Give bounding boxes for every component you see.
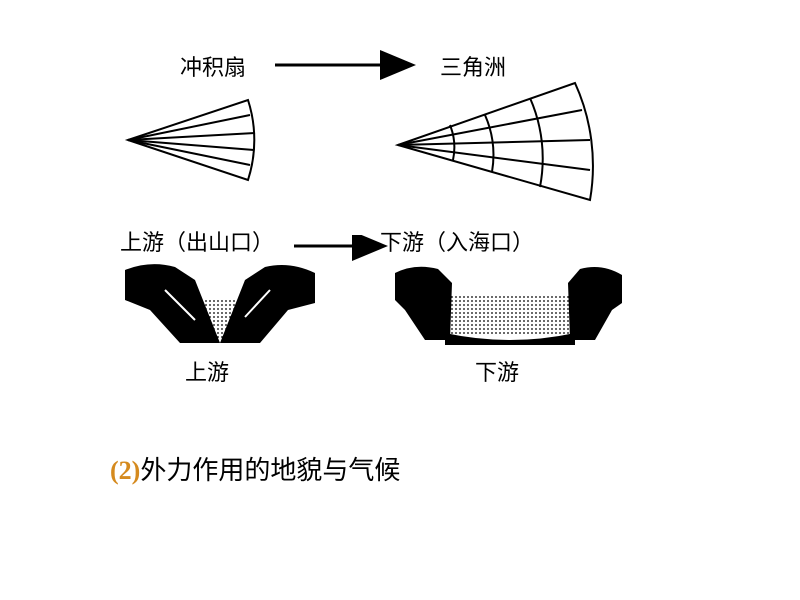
valley-downstream <box>390 255 630 355</box>
diagram-container: 冲积扇 三角洲 <box>120 40 680 410</box>
caption-number: (2) <box>110 456 140 485</box>
caption: (2)外力作用的地貌与气候 <box>110 450 400 487</box>
downstream-sea-label: 下游（入海口） <box>380 225 534 257</box>
fan-label: 冲积扇 <box>180 50 246 82</box>
upstream-mountain-label: 上游（出山口） <box>120 225 274 257</box>
valley-upstream <box>120 255 320 355</box>
downstream-label: 下游 <box>475 355 519 387</box>
upstream-label: 上游 <box>185 355 229 387</box>
fan-shape <box>120 85 270 195</box>
caption-text: 外力作用的地貌与气候 <box>140 456 400 485</box>
delta-shape <box>390 75 620 215</box>
